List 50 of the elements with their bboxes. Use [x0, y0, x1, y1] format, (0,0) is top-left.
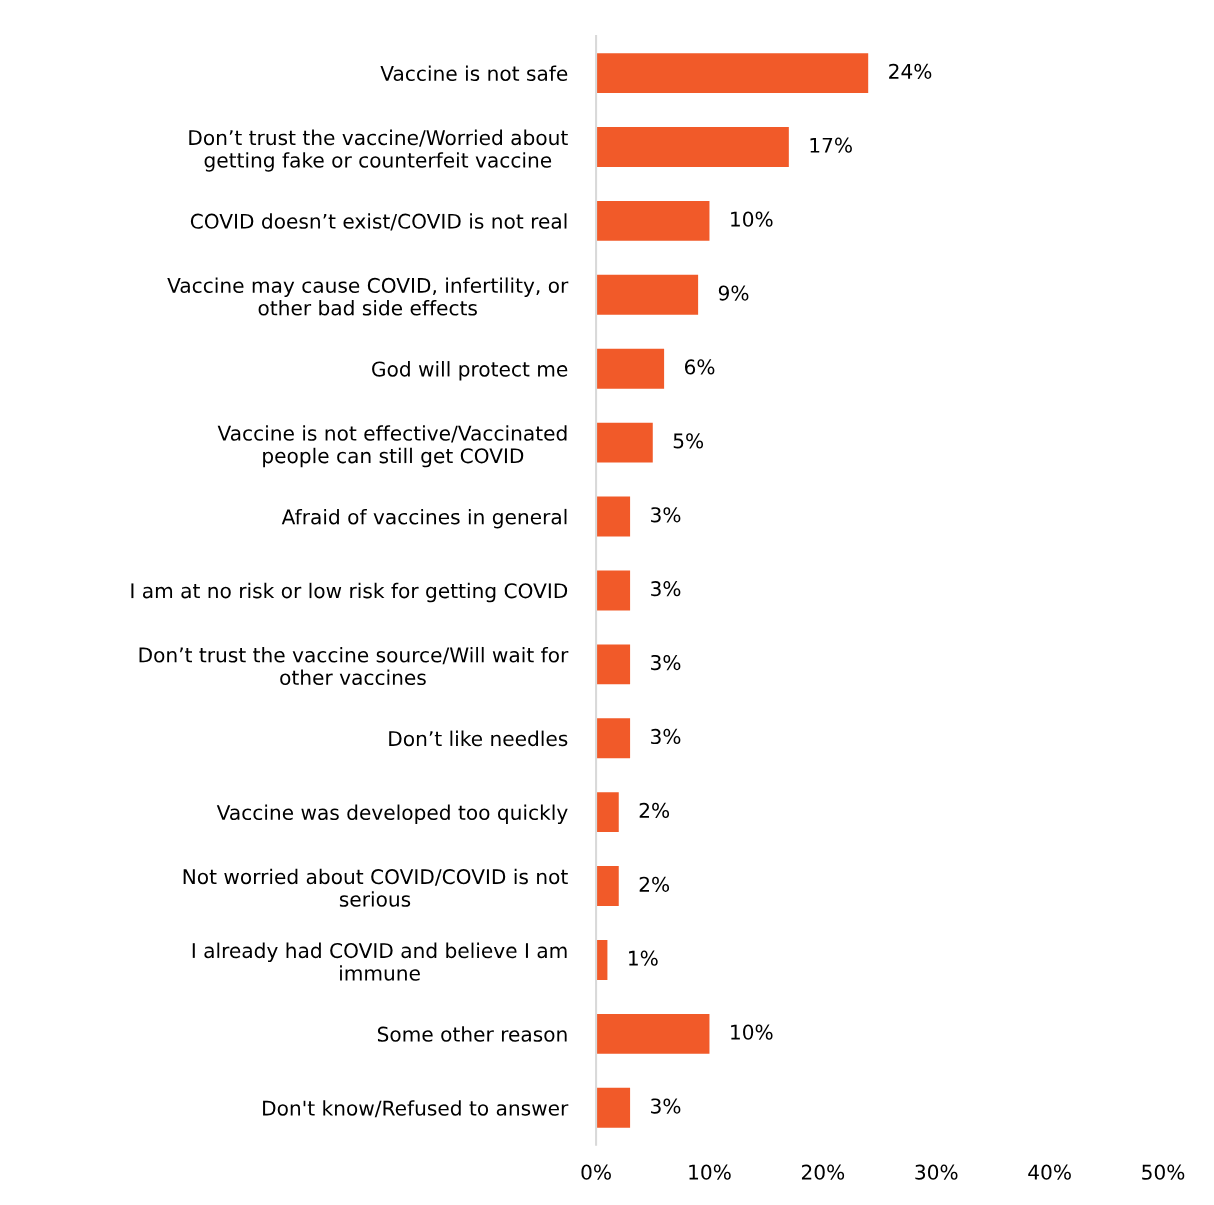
y-tick-label: Don’t trust the vaccine/Worried about getting fake or counterfeit vaccine: [189, 129, 568, 172]
y-tick-label: Afraid of vaccines in general: [281, 508, 567, 529]
bar: [596, 718, 631, 759]
data-label: 6%: [684, 359, 715, 375]
data-label: 2%: [639, 876, 670, 892]
y-tick-label: Don’t like needles: [389, 730, 568, 747]
data-label: 24%: [889, 63, 932, 79]
data-label: 2%: [639, 802, 670, 819]
x-tick-label: 50%: [1142, 1164, 1185, 1180]
y-tick-label: Not worried about COVID/COVID is not serious: [183, 868, 568, 907]
y-tick-label: COVID doesn’t exist/COVID is not real: [190, 213, 567, 231]
y-tick-label: Don’t trust the vaccine source/Will wait for other vaccines: [139, 646, 569, 686]
bar: [596, 1013, 710, 1054]
bar: [596, 53, 869, 94]
bar: [596, 274, 699, 315]
data-label: 3%: [651, 654, 681, 671]
x-tick-label: 10%: [689, 1164, 731, 1180]
bar: [596, 792, 619, 833]
y-tick-label: Some other reason: [377, 1026, 567, 1042]
bar: [596, 127, 789, 167]
bar: [596, 866, 619, 907]
x-tick-label: 40%: [1028, 1164, 1071, 1180]
data-label: 10%: [731, 1024, 773, 1040]
y-tick-label: I am at no risk or low risk for getting COVID: [131, 582, 568, 603]
bar: [596, 496, 631, 537]
y-tick-label: I already had COVID and believe I am immune: [192, 942, 567, 981]
bar: [596, 200, 710, 241]
x-tick-label: 30%: [915, 1164, 958, 1180]
bar: [596, 348, 665, 389]
data-label: 1%: [629, 950, 658, 966]
data-label: 3%: [651, 581, 681, 597]
data-label: 10%: [731, 211, 773, 227]
data-label: 3%: [651, 507, 681, 523]
y-tick-label: Vaccine is not safe: [380, 65, 568, 82]
y-tick-label: Don't know/Refused to answer: [263, 1100, 569, 1118]
x-tick-label: 20%: [801, 1164, 845, 1180]
data-label: 17%: [810, 137, 852, 153]
y-tick-label: Vaccine is not effective/Vaccinated people can still get COVID: [217, 425, 567, 468]
data-label: 5%: [673, 433, 704, 449]
data-label: 3%: [651, 1098, 681, 1114]
bar: [596, 1087, 631, 1128]
bar: [596, 570, 631, 611]
data-label: 3%: [651, 728, 681, 745]
y-tick-label: Vaccine may cause COVID, infertility, or other bad side effects: [167, 277, 569, 316]
bar: [596, 644, 631, 685]
y-tick-label: God will protect me: [372, 361, 568, 381]
data-label: 9%: [718, 285, 749, 301]
y-tick-label: Vaccine was developed too quickly: [216, 804, 568, 825]
x-tick-label: 0%: [581, 1164, 611, 1180]
bar: [596, 422, 653, 463]
